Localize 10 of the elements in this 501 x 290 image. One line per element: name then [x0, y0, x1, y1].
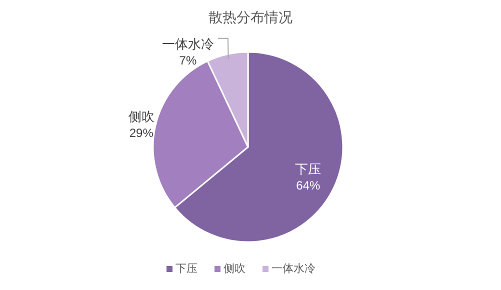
legend-label: 侧吹 [224, 263, 246, 275]
legend-label: 下压 [176, 263, 198, 275]
legend-label: 一体水冷 [272, 262, 316, 275]
slice-label: 一体水冷 [162, 36, 214, 52]
data-label: 7% [179, 53, 197, 68]
slice-label: 侧吹 [128, 109, 154, 124]
slice-label: 下压 [295, 161, 322, 176]
data-label: 29% [129, 126, 154, 140]
chart-title: 散热分布情况 [208, 9, 292, 25]
data-label: 64% [296, 178, 321, 192]
